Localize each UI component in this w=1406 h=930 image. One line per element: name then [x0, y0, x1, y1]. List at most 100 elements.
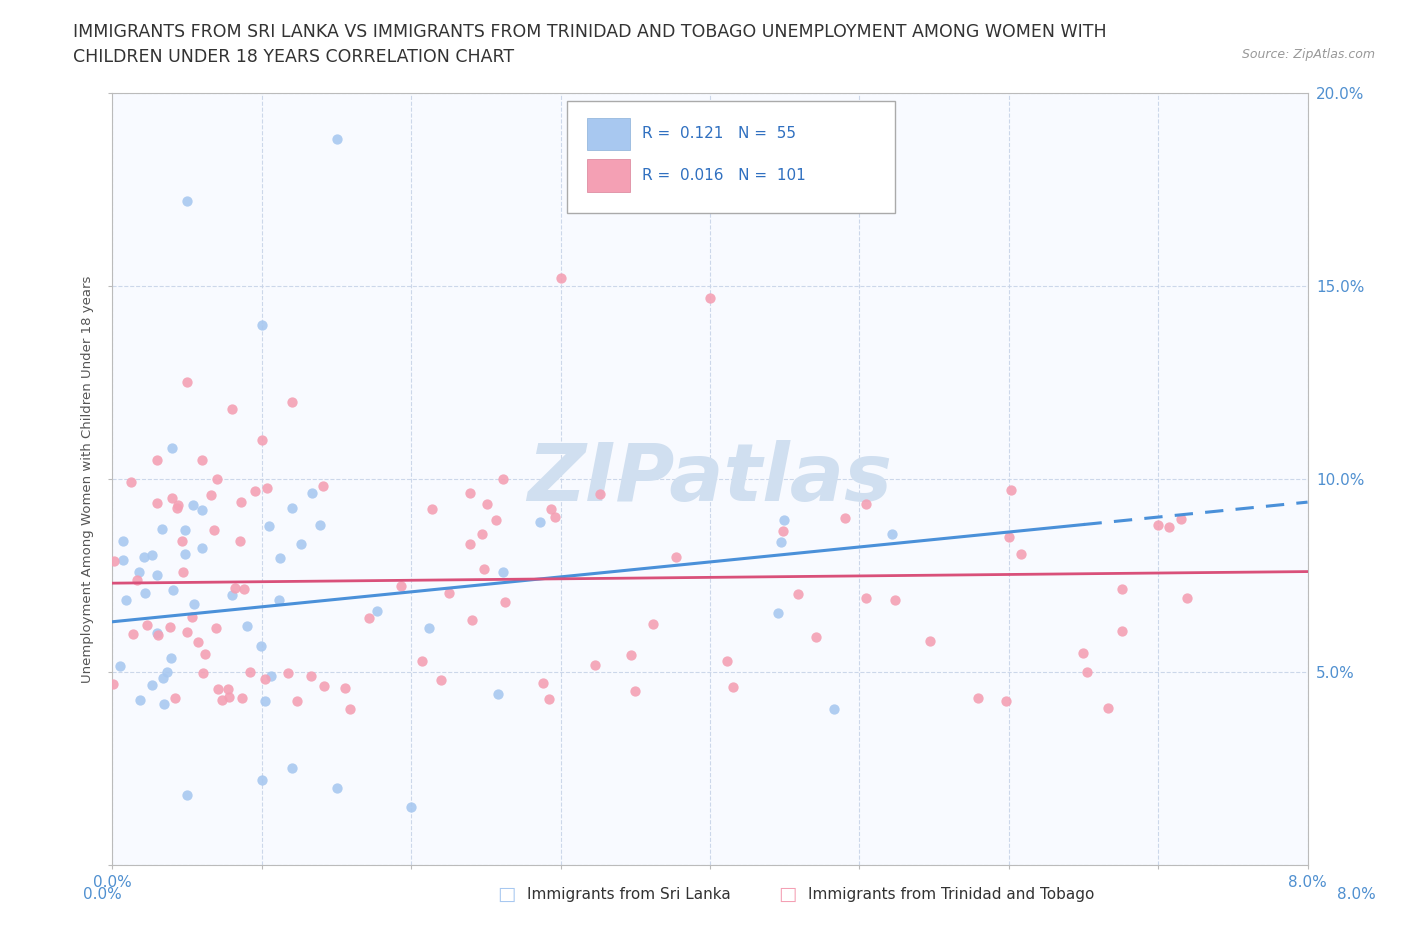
Point — [156, 665, 179, 680]
Text: CHILDREN UNDER 18 YEARS CORRELATION CHART: CHILDREN UNDER 18 YEARS CORRELATION CHAR… — [73, 48, 515, 66]
Point — [716, 654, 738, 669]
Text: Immigrants from Sri Lanka: Immigrants from Sri Lanka — [527, 887, 731, 902]
Point — [181, 498, 204, 512]
Point — [544, 510, 567, 525]
FancyBboxPatch shape — [586, 118, 630, 150]
Point — [772, 513, 794, 528]
Point — [995, 694, 1018, 709]
Point — [281, 500, 304, 515]
Point — [437, 585, 460, 600]
Point — [998, 529, 1021, 544]
Point — [269, 551, 291, 565]
Point — [1170, 512, 1192, 526]
Point — [172, 565, 194, 579]
FancyBboxPatch shape — [567, 100, 896, 213]
Point — [620, 648, 643, 663]
Point — [111, 534, 134, 549]
Point — [191, 502, 214, 517]
Point — [176, 193, 198, 208]
Point — [477, 497, 499, 512]
Text: ZIPatlas: ZIPatlas — [527, 440, 893, 518]
Point — [723, 679, 745, 694]
Text: R =  0.016   N =  101: R = 0.016 N = 101 — [643, 168, 806, 183]
Text: □: □ — [778, 885, 797, 904]
Point — [205, 472, 228, 486]
Point — [176, 788, 198, 803]
Text: 8.0%: 8.0% — [1337, 887, 1376, 902]
Point — [1076, 665, 1098, 680]
Point — [207, 682, 229, 697]
Point — [221, 402, 243, 417]
Point — [211, 692, 233, 707]
Point — [176, 625, 198, 640]
Point — [163, 691, 186, 706]
Point — [882, 527, 904, 542]
Point — [806, 630, 828, 644]
Point — [1010, 547, 1032, 562]
Point — [146, 628, 169, 643]
Point — [224, 580, 246, 595]
Point — [162, 441, 183, 456]
Point — [834, 511, 856, 525]
Point — [485, 512, 508, 527]
Point — [1157, 520, 1180, 535]
Point — [159, 619, 181, 634]
Point — [471, 526, 494, 541]
Point — [194, 646, 217, 661]
Point — [162, 491, 183, 506]
Point — [787, 586, 810, 601]
Point — [256, 481, 278, 496]
Point — [191, 541, 214, 556]
Point — [855, 497, 877, 512]
Point — [146, 626, 169, 641]
Point — [236, 618, 259, 633]
Point — [120, 475, 142, 490]
Point — [401, 800, 423, 815]
Point — [134, 550, 156, 565]
Point — [550, 271, 572, 286]
Point — [823, 701, 845, 716]
Point — [162, 582, 184, 597]
Point — [1000, 483, 1022, 498]
Point — [664, 550, 686, 565]
Point — [250, 773, 273, 788]
Point — [103, 554, 125, 569]
Point — [366, 604, 388, 619]
Point — [191, 452, 214, 467]
Point — [166, 498, 188, 512]
Point — [150, 522, 173, 537]
Point — [411, 654, 433, 669]
FancyBboxPatch shape — [586, 159, 630, 192]
Point — [1073, 645, 1095, 660]
Point — [966, 691, 988, 706]
Point — [1097, 701, 1119, 716]
Point — [458, 537, 481, 551]
Point — [486, 687, 509, 702]
Point — [583, 658, 606, 672]
Point — [325, 132, 347, 147]
Text: R =  0.121   N =  55: R = 0.121 N = 55 — [643, 126, 796, 141]
Point — [183, 596, 205, 611]
Point — [187, 634, 209, 649]
Point — [389, 578, 412, 593]
Y-axis label: Unemployment Among Women with Children Under 18 years: Unemployment Among Women with Children U… — [82, 275, 94, 683]
Point — [191, 666, 214, 681]
Point — [290, 537, 312, 551]
Point — [205, 620, 228, 635]
Point — [314, 679, 336, 694]
Text: □: □ — [496, 885, 516, 904]
Point — [312, 479, 335, 494]
Point — [335, 681, 357, 696]
Point — [260, 669, 283, 684]
Point — [531, 675, 554, 690]
Point — [1175, 591, 1198, 605]
Point — [339, 702, 361, 717]
Point — [202, 523, 225, 538]
Text: Source: ZipAtlas.com: Source: ZipAtlas.com — [1241, 48, 1375, 61]
Point — [146, 452, 169, 467]
Point — [529, 515, 551, 530]
Point — [1147, 518, 1170, 533]
Point — [491, 565, 513, 579]
Text: 0.0%: 0.0% — [83, 887, 122, 902]
Point — [699, 290, 721, 305]
